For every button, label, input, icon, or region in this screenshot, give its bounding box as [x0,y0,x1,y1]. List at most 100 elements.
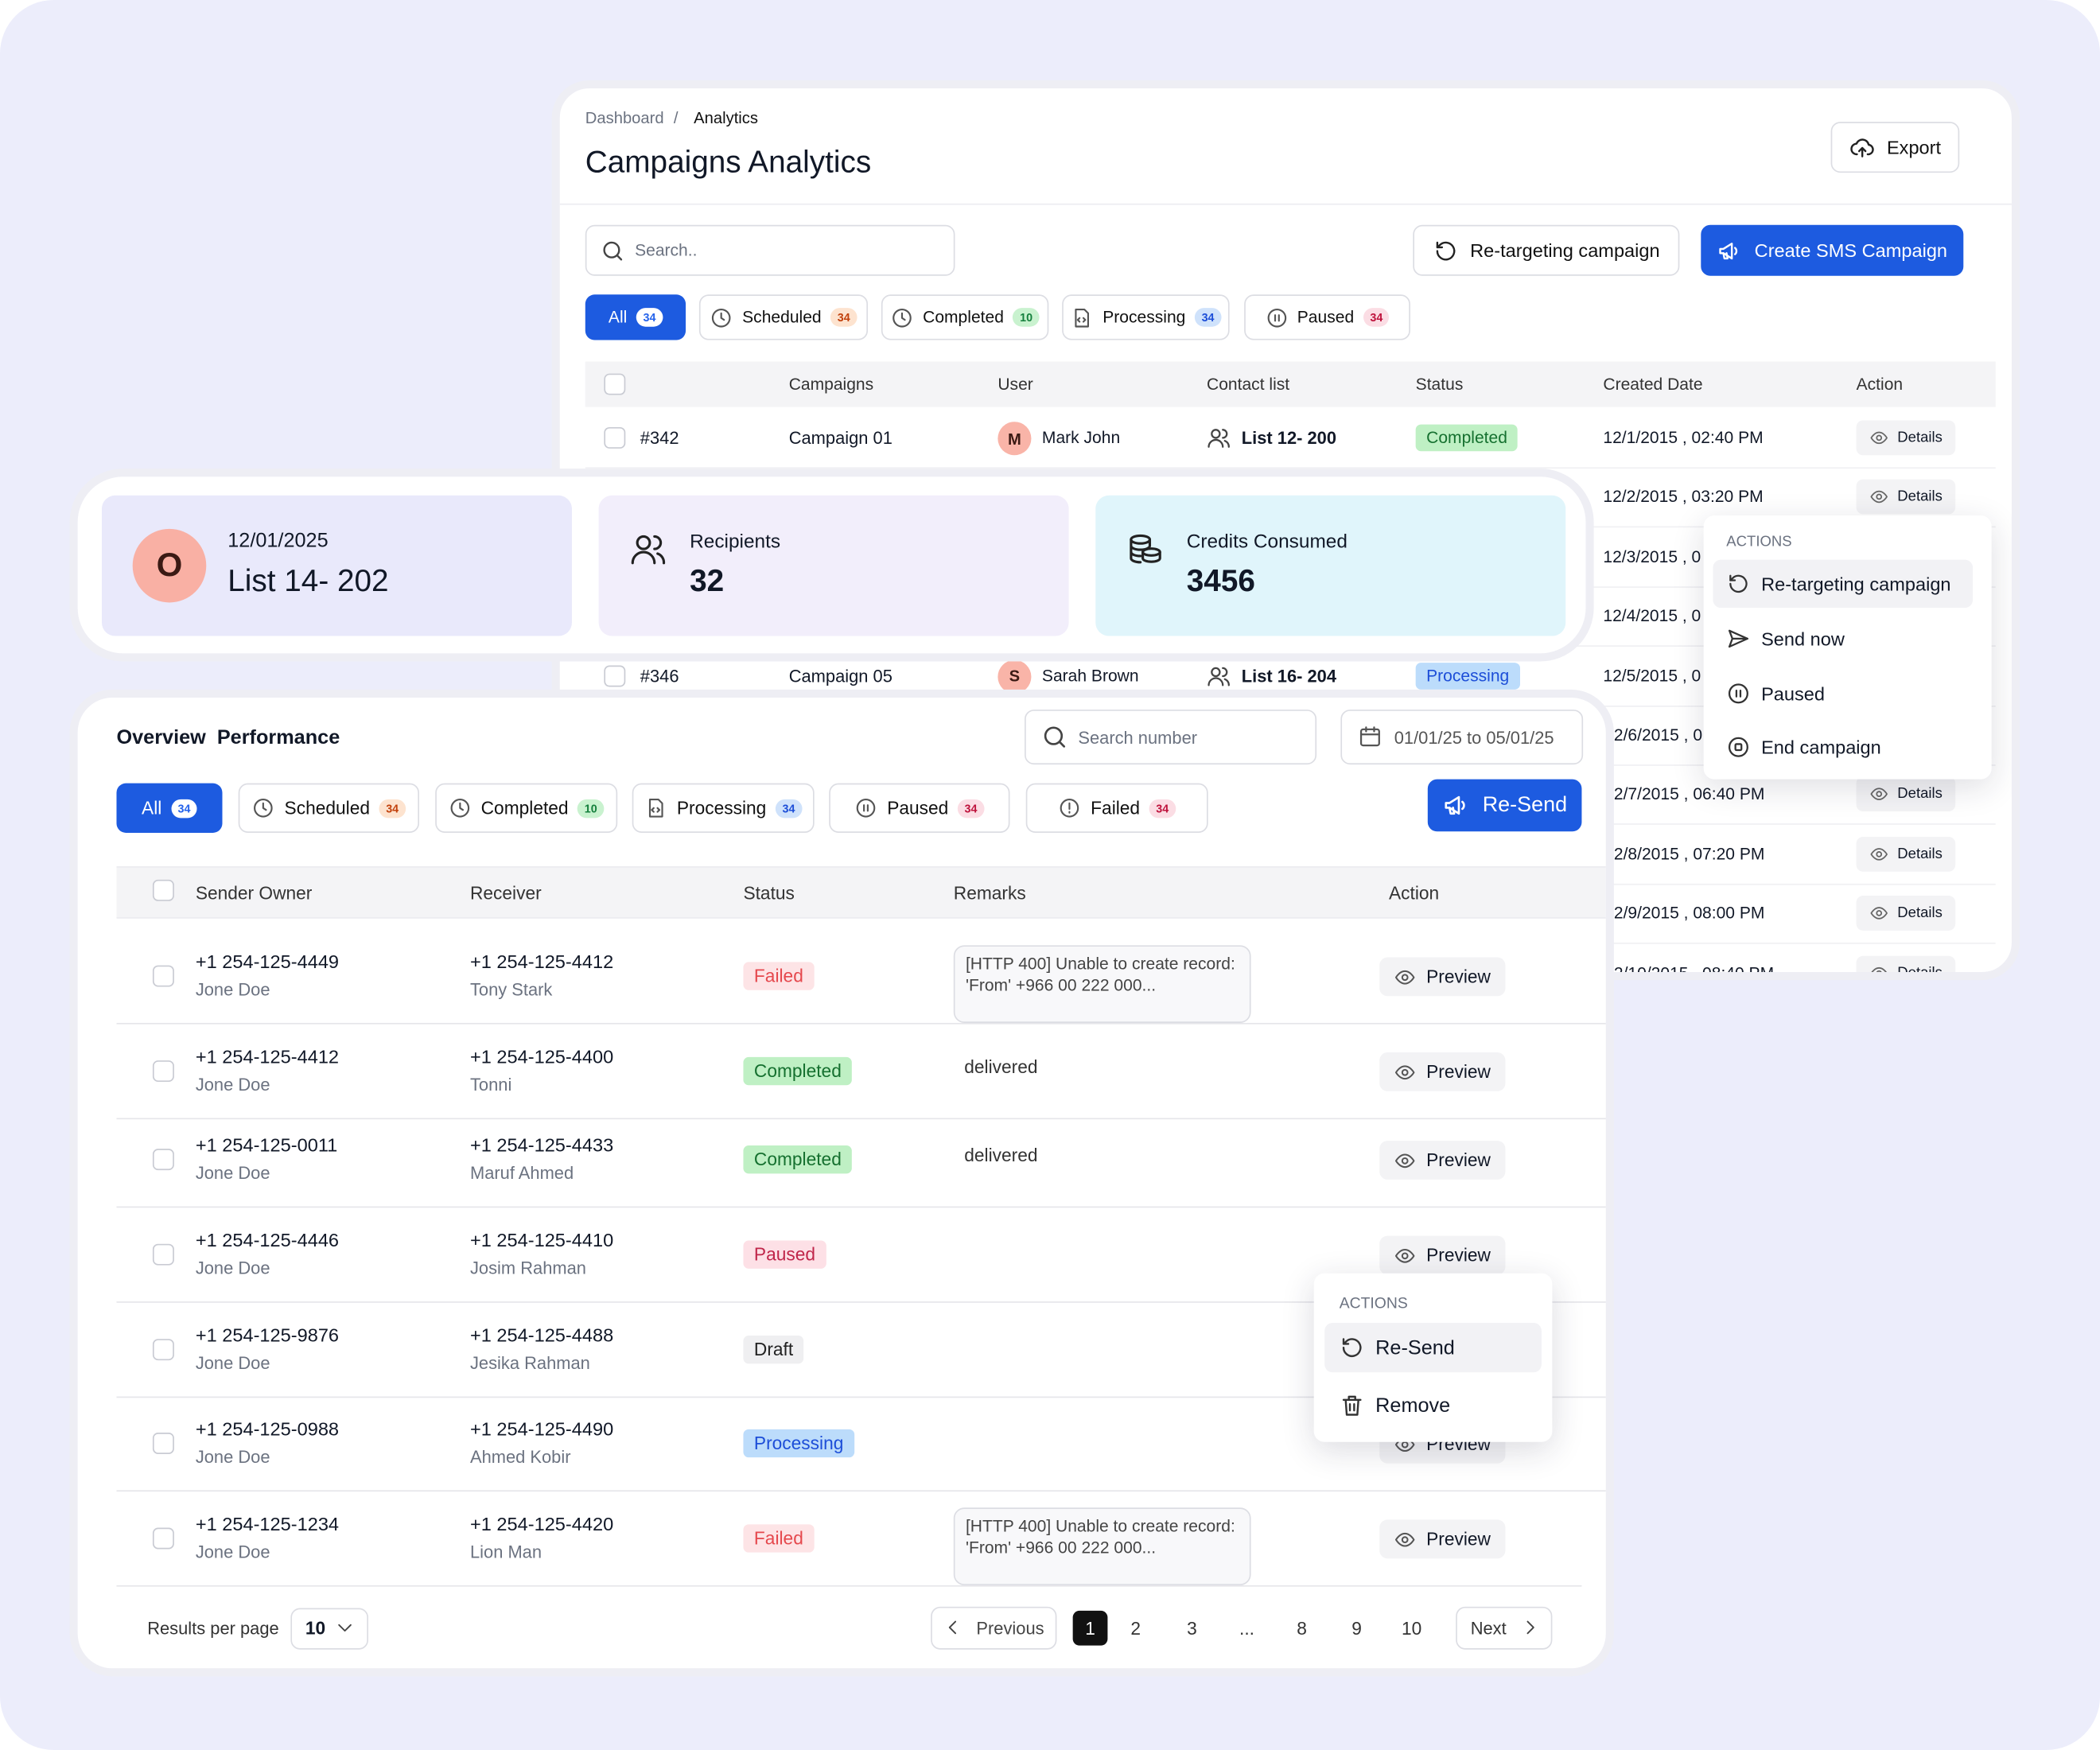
details-button[interactable]: Details [1856,955,1956,973]
tab-label: All [608,308,628,327]
tab-count: 10 [1013,308,1040,327]
icon [1436,240,1455,260]
details-button[interactable]: Details [1856,420,1956,456]
menu-item[interactable]: Paused [1761,682,1826,705]
filter-tab[interactable]: Failed 34 [1025,783,1208,833]
preview-button[interactable]: Preview [1379,1235,1506,1275]
status-badge: Failed [743,962,815,990]
icon [649,799,664,818]
menu-item[interactable]: Remove [1375,1394,1451,1418]
sender-number: +1 254-125-0988 [195,1418,340,1440]
search-input[interactable] [1025,710,1317,765]
page-number[interactable]: 3 [1187,1618,1197,1639]
checkbox[interactable] [152,1243,174,1266]
details-button[interactable]: Details [1856,896,1956,931]
filter-tab[interactable]: Scheduled 34 [698,294,869,340]
card-layer: O 12/01/2025 List 14- 202 Recipients 32 Credi… [78,476,1586,653]
button-label: Create SMS Campaign [1754,239,1948,262]
sender-owner: Jone Doe [195,1542,270,1562]
date-range-input[interactable] [1340,710,1584,765]
preview-button[interactable]: Preview [1379,1052,1506,1091]
filter-tab[interactable]: Scheduled 34 [238,783,419,833]
checkbox[interactable] [152,1149,174,1171]
receiver-number: +1 254-125-4412 [469,951,614,973]
page-number[interactable]: 10 [1401,1618,1422,1639]
menu-title: ACTIONS [1339,1296,1408,1312]
icon: undefined [1520,1525,1547,1552]
menu-item[interactable]: Re-targeting campaign [1761,573,1951,595]
sender-owner: Jone Doe [195,1446,270,1467]
icon [1358,725,1382,749]
row-divider [116,1396,1606,1398]
create-campaign-button[interactable]: Create SMS Campaign [1701,224,1964,276]
icon: undefined [1966,426,1990,449]
icon [252,797,275,820]
filter-tab[interactable]: All 34 [116,783,223,833]
retargeting-button[interactable]: Re-targeting campaign [1413,224,1680,276]
filter-tab[interactable]: Processing 34 [632,783,815,833]
details-button[interactable]: Details [1856,836,1956,872]
created-date: 2/8/2015 , 07:20 PM [1613,844,1765,864]
checkbox[interactable] [604,373,626,395]
per-page-select[interactable] [290,1608,369,1650]
checkbox[interactable] [152,879,174,901]
details-button[interactable]: Details [1856,480,1956,515]
icon [892,308,912,327]
filter-tab[interactable]: Paused 34 [829,783,1010,833]
preview-button[interactable]: Preview [1379,1141,1506,1180]
menu-item[interactable]: Send now [1761,628,1845,650]
details-button[interactable]: Details [1856,776,1956,812]
page-number[interactable]: ... [1239,1618,1254,1639]
tab-count: 34 [636,308,663,327]
receiver-number: +1 254-125-4410 [469,1229,614,1251]
row-divider [116,1301,1606,1303]
next-button[interactable] [1456,1606,1553,1650]
filter-tab[interactable]: Completed 10 [881,294,1049,340]
menu-item[interactable]: Re-Send [1375,1336,1455,1360]
filter-tab[interactable]: Completed 10 [435,783,618,833]
previous-button[interactable] [931,1606,1057,1650]
created-date: 12/4/2015 , 0 [1603,606,1701,626]
checkbox[interactable] [604,664,626,686]
tab-count: 34 [958,799,984,818]
search-placeholder: Search.. [635,240,698,260]
details-label: Details [1897,430,1942,446]
filter-tab[interactable]: All 34 [585,294,686,340]
column-header: Campaigns [788,375,874,394]
filter-tab[interactable]: Paused 34 [1244,294,1410,340]
preview-button[interactable]: Preview [1379,1519,1506,1559]
icon: undefined [1966,426,1990,449]
icon [1340,1393,1365,1418]
menu-item[interactable]: End campaign [1761,736,1881,758]
filter-tab[interactable]: Processing 34 [1062,294,1230,340]
per-page-value: 10 [305,1618,326,1639]
preview-label: Preview [1426,1529,1491,1550]
icon: undefined [1520,1241,1547,1268]
preview-button[interactable]: Preview [1379,957,1506,997]
export-button[interactable]: Export [1830,122,1960,173]
receiver-name: Jesika Rahman [469,1352,590,1374]
tab-count: 34 [1149,799,1176,818]
user-avatar: S [998,659,1032,694]
details-label: Details [1897,905,1942,922]
checkbox[interactable] [152,1060,174,1083]
date-range: 01/01/25 to 05/01/25 [1394,727,1554,749]
button-label: Re-targeting campaign [1470,239,1660,262]
resend-button[interactable]: Re-Send [1427,779,1582,832]
checkbox[interactable] [152,965,174,987]
search-placeholder: Search number [1078,727,1198,749]
checkbox[interactable] [152,1339,174,1361]
page-number[interactable]: 1 [1072,1610,1108,1646]
summary-card: O 12/01/2025 List 14- 202 Recipients 32 Credi… [69,469,1594,662]
tab-label: Processing [676,798,767,819]
campaign-name: Campaign 05 [788,665,892,686]
sender-owner: Jone Doe [195,1352,270,1374]
page-number[interactable]: 2 [1130,1618,1141,1639]
page-number[interactable]: 9 [1351,1618,1362,1639]
icon [1717,238,1743,263]
checkbox[interactable] [152,1527,174,1550]
search-input[interactable] [585,224,955,276]
page-number[interactable]: 8 [1297,1618,1307,1639]
checkbox[interactable] [152,1433,174,1454]
checkbox[interactable] [604,426,626,449]
